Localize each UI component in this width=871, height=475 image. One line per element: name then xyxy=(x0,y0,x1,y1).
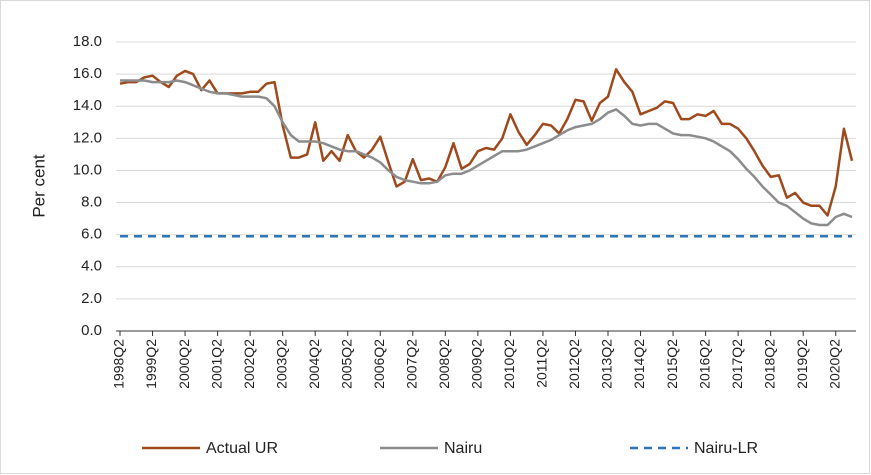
y-axis-label: Per cent xyxy=(29,154,48,218)
y-tick-label: 14.0 xyxy=(73,97,102,114)
y-tick-label: 2.0 xyxy=(81,290,102,307)
x-tick-label: 2019Q2 xyxy=(794,339,810,389)
y-tick-label: 4.0 xyxy=(81,258,102,275)
x-tick-label: 2006Q2 xyxy=(371,339,387,389)
series-line xyxy=(119,68,854,217)
x-tick-label: 2016Q2 xyxy=(696,339,712,389)
x-tick-label: 2003Q2 xyxy=(273,339,289,389)
x-tick-label: 2012Q2 xyxy=(566,339,582,389)
x-tick-label: 2020Q2 xyxy=(826,339,842,389)
legend-label: Nairu xyxy=(444,440,482,457)
x-tick-label: 1998Q2 xyxy=(111,339,127,389)
x-tick-label: 1999Q2 xyxy=(143,339,159,389)
y-tick-label: 12.0 xyxy=(73,129,102,146)
x-tick-label: 2008Q2 xyxy=(436,339,452,389)
y-tick-label: 0.0 xyxy=(81,322,102,339)
x-tick-label: 2013Q2 xyxy=(599,339,615,389)
x-tick-label: 2018Q2 xyxy=(761,339,777,389)
x-tick-label: 2010Q2 xyxy=(501,339,517,389)
x-tick-label: 2000Q2 xyxy=(176,339,192,389)
x-tick-label: 2002Q2 xyxy=(241,339,257,389)
series-line xyxy=(120,79,853,227)
x-tick-label: 2011Q2 xyxy=(534,339,550,388)
x-tick-label: 2004Q2 xyxy=(306,339,322,389)
y-tick-label: 8.0 xyxy=(81,194,102,211)
x-tick-label: 2001Q2 xyxy=(208,339,224,389)
x-tick-label: 2005Q2 xyxy=(338,339,354,389)
x-tick-label: 2015Q2 xyxy=(664,339,680,389)
x-tick-label: 2014Q2 xyxy=(631,339,647,389)
x-tick-label: 2017Q2 xyxy=(729,339,745,389)
legend-label: Actual UR xyxy=(206,440,278,457)
x-tick-label: 2009Q2 xyxy=(469,339,485,389)
y-tick-label: 6.0 xyxy=(81,226,102,243)
x-tick-label: 2007Q2 xyxy=(404,339,420,389)
y-tick-label: 18.0 xyxy=(73,33,102,50)
y-tick-label: 10.0 xyxy=(73,161,102,178)
legend-label: Nairu-LR xyxy=(694,440,758,457)
y-tick-label: 16.0 xyxy=(73,65,102,82)
